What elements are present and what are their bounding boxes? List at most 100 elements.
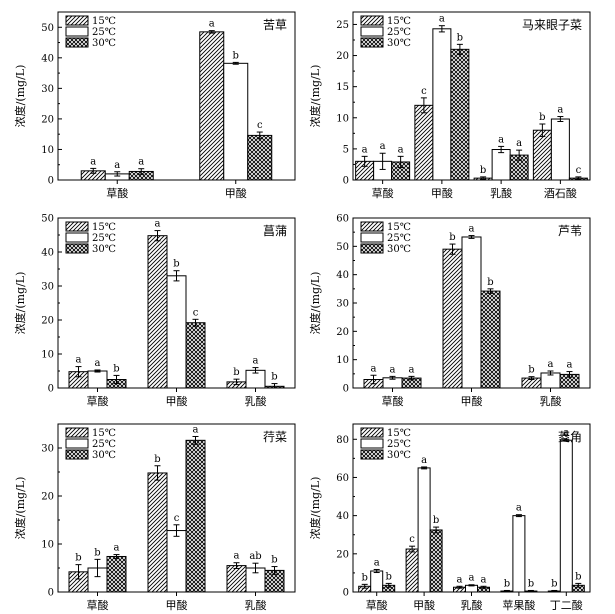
significance-label: a: [155, 219, 161, 230]
legend-swatch-30℃: [65, 243, 89, 254]
legend-label: 25℃: [387, 233, 411, 244]
significance-label: a: [421, 455, 427, 466]
significance-label: b: [551, 578, 557, 589]
y-tick-label: 20: [41, 114, 54, 125]
legend-swatch-15℃: [65, 427, 89, 438]
significance-label: b: [528, 578, 534, 589]
bar-草酸-25℃: [370, 570, 384, 593]
legend-label: 25℃: [92, 233, 116, 244]
y-tick-label: 0: [48, 384, 54, 395]
legend-swatch-30℃: [360, 243, 384, 254]
y-tick-label: 0: [343, 588, 349, 599]
bar-甲酸-30℃: [185, 322, 206, 389]
x-tick-label: 甲酸: [413, 598, 435, 612]
x-tick-label: 草酸: [87, 598, 109, 612]
y-tick-label: 20: [336, 51, 349, 62]
x-tick-label: 乳酸: [245, 598, 267, 612]
legend-swatch-15℃: [360, 221, 384, 232]
significance-label: b: [385, 571, 391, 582]
bar-甲酸-30℃: [450, 48, 470, 181]
x-tick-label: 乳酸: [490, 186, 512, 200]
significance-label: ab: [249, 551, 261, 562]
legend-swatch-25℃: [360, 438, 384, 449]
significance-label: b: [361, 572, 367, 583]
bar-甲酸-30℃: [185, 439, 206, 593]
legend-label: 15℃: [92, 16, 116, 27]
significance-label: a: [114, 160, 120, 171]
y-tick-label: 40: [41, 53, 54, 64]
y-tick-label: 30: [41, 282, 54, 293]
legend-swatch-25℃: [360, 232, 384, 243]
significance-label: c: [576, 165, 582, 176]
significance-label: a: [548, 359, 554, 370]
x-tick-label: 草酸: [106, 186, 128, 200]
bar-甲酸-15℃: [405, 548, 419, 593]
significance-label: c: [421, 86, 427, 97]
significance-label: a: [390, 364, 396, 375]
significance-label: a: [563, 427, 569, 438]
bar-甲酸-15℃: [414, 104, 434, 181]
x-tick-label: 甲酸: [166, 394, 188, 408]
significance-label: a: [234, 551, 240, 562]
legend-swatch-15℃: [360, 15, 384, 26]
x-tick-label: 甲酸: [461, 394, 483, 408]
bar-甲酸-25℃: [417, 467, 431, 593]
y-tick-label: 50: [336, 242, 349, 253]
legend-swatch-25℃: [65, 26, 89, 37]
significance-label: c: [409, 534, 415, 545]
significance-label: a: [95, 358, 101, 369]
significance-label: b: [94, 547, 100, 558]
y-tick-label: 50: [41, 23, 54, 34]
significance-label: a: [371, 363, 377, 374]
bar-甲酸-30℃: [480, 290, 501, 389]
bar-甲酸-15℃: [199, 31, 225, 181]
significance-label: a: [439, 14, 445, 25]
significance-label: a: [516, 138, 522, 149]
plot-frame: [57, 11, 296, 181]
y-tick-label: 10: [336, 355, 349, 366]
significance-label: a: [114, 543, 120, 554]
significance-label: b: [457, 32, 463, 43]
bar-甲酸-25℃: [223, 62, 249, 181]
x-tick-label: 乳酸: [540, 394, 562, 408]
legend-label: 30℃: [387, 38, 411, 49]
significance-label: b: [480, 165, 486, 176]
significance-label: c: [193, 307, 199, 318]
plot-frame: [57, 423, 296, 593]
significance-label: a: [557, 105, 563, 116]
panel-title: 芦苇: [558, 224, 582, 238]
significance-label: b: [575, 571, 581, 582]
bar-乳酸-15℃: [226, 565, 247, 593]
legend-swatch-15℃: [360, 427, 384, 438]
y-tick-label: 5: [343, 144, 349, 155]
x-tick-label: 草酸: [366, 598, 388, 612]
chart-panel-3: a a b 草酸 a b c 甲酸 b a b 乳酸 0 10 20 30 40 50 浓度/(mg/L) 菖蒲 15℃…: [13, 214, 296, 408]
y-tick-label: 80: [336, 435, 349, 446]
legend: 15℃25℃30℃: [360, 427, 411, 461]
bar-甲酸-25℃: [166, 530, 187, 593]
y-axis-label: 浓度/(mg/L): [308, 272, 322, 335]
bar-草酸-25℃: [87, 370, 108, 389]
bar-草酸-30℃: [106, 555, 127, 593]
significance-label: b: [528, 365, 534, 376]
x-tick-label: 酒石酸: [544, 186, 577, 200]
y-tick-label: 30: [336, 299, 349, 310]
y-tick-label: 10: [41, 145, 54, 156]
y-tick-label: 10: [41, 350, 54, 361]
legend: 15℃25℃30℃: [65, 15, 116, 49]
bar-乳酸-25℃: [491, 149, 511, 181]
legend-label: 15℃: [92, 428, 116, 439]
significance-label: a: [380, 141, 386, 152]
significance-label: b: [75, 553, 81, 564]
legend: 15℃25℃30℃: [360, 15, 411, 49]
significance-label: b: [504, 578, 510, 589]
legend: 15℃25℃30℃: [65, 427, 116, 461]
x-tick-label: 甲酸: [225, 186, 247, 200]
significance-label: b: [433, 515, 439, 526]
x-tick-label: 甲酸: [431, 186, 453, 200]
y-tick-label: 60: [336, 214, 349, 225]
legend-label: 30℃: [387, 244, 411, 255]
y-tick-label: 20: [336, 327, 349, 338]
y-tick-label: 20: [336, 549, 349, 560]
